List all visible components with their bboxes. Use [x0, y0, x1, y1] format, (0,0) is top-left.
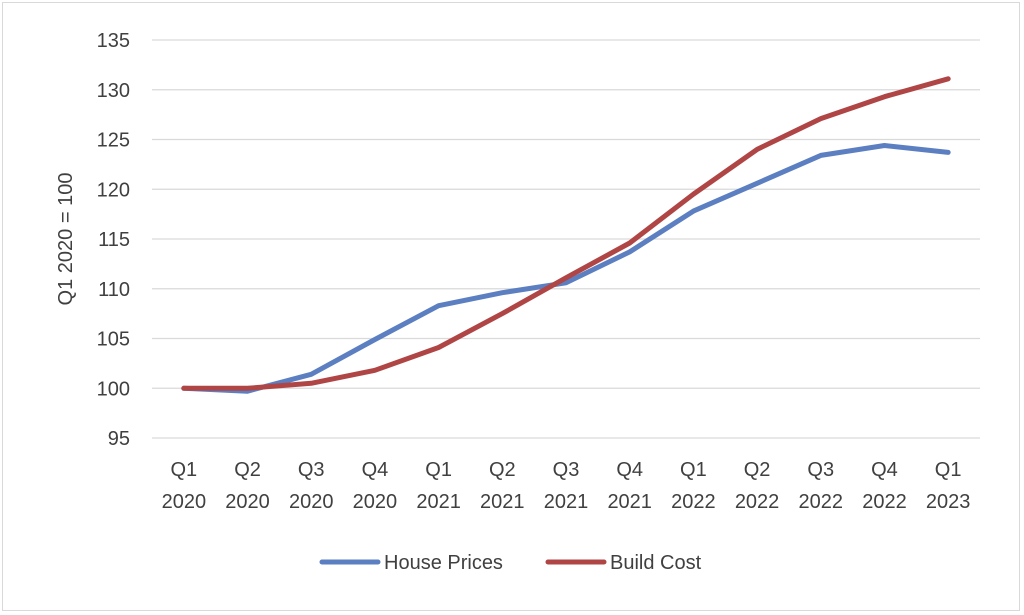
legend: House Prices Build Cost — [319, 552, 702, 574]
x-tick-year: 2021 — [416, 491, 461, 513]
x-tick-year: 2021 — [607, 491, 652, 513]
y-tick-label: 95 — [108, 428, 130, 450]
gridlines — [152, 39, 980, 439]
x-tick-quarter: Q2 — [744, 459, 771, 481]
x-tick-year: 2020 — [225, 491, 270, 513]
x-tick-year: 2020 — [289, 491, 334, 513]
y-tick-label: 100 — [97, 378, 130, 400]
x-tick-year: 2020 — [353, 491, 398, 513]
series-line-build-cost — [181, 76, 951, 391]
x-tick-quarter: Q2 — [489, 459, 516, 481]
y-tick-label: 105 — [97, 329, 130, 351]
y-tick-label: 135 — [97, 30, 130, 52]
legend-label: Build Cost — [610, 552, 702, 574]
x-tick-year: 2021 — [480, 491, 525, 513]
x-tick-year: 2020 — [162, 491, 207, 513]
x-tick-quarter: Q1 — [935, 459, 962, 481]
y-tick-label: 120 — [97, 179, 130, 201]
legend-label: House Prices — [384, 552, 503, 574]
y-tick-label: 115 — [98, 229, 130, 251]
x-tick-quarter: Q1 — [680, 459, 707, 481]
x-tick-year: 2022 — [799, 491, 844, 513]
x-tick-quarter: Q3 — [807, 459, 834, 481]
series-lines — [181, 76, 951, 394]
x-tick-year: 2022 — [735, 491, 780, 513]
x-tick-quarter: Q1 — [171, 459, 198, 481]
x-tick-year: 2023 — [926, 491, 971, 513]
x-axis-ticks: Q1 2020 Q2 2020 Q3 2020 Q4 2020 Q1 2021 Q2 2021 Q3 20… — [162, 459, 971, 513]
x-tick-quarter: Q4 — [616, 459, 643, 481]
x-tick-year: 2022 — [862, 491, 907, 513]
x-tick-year: 2022 — [671, 491, 716, 513]
y-axis-label: Q1 2020 = 100 — [55, 173, 77, 306]
y-tick-label: 130 — [97, 80, 130, 102]
x-tick-quarter: Q1 — [425, 459, 452, 481]
x-tick-quarter: Q3 — [298, 459, 325, 481]
x-tick-quarter: Q2 — [234, 459, 261, 481]
series-line-house-prices — [181, 143, 951, 394]
x-tick-quarter: Q4 — [362, 459, 389, 481]
y-tick-label: 125 — [97, 130, 130, 152]
y-axis-ticks: 95 100 105 110 115 120 125 130 135 — [97, 30, 130, 450]
x-tick-quarter: Q4 — [871, 459, 898, 481]
x-tick-year: 2021 — [544, 491, 589, 513]
x-tick-quarter: Q3 — [553, 459, 580, 481]
y-tick-label: 110 — [98, 279, 130, 301]
